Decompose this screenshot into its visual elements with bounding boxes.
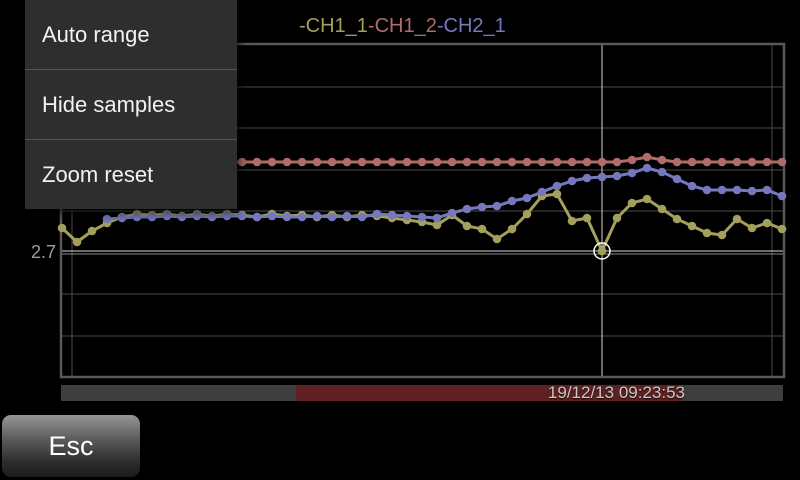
menu-divider [25, 139, 237, 140]
menu-divider [25, 69, 237, 70]
time-scrollbar[interactable] [61, 385, 783, 401]
legend-item-ch1-2: -CH1_2 [367, 15, 437, 37]
chart-legend: -CH1_1-CH1_2-CH2_1 [299, 15, 506, 37]
y-axis-tick-label: 2.7 [30, 242, 56, 262]
cursor-timestamp: 19/12/13 09:23:53 [547, 383, 685, 402]
menu-item-label: Hide samples [42, 91, 176, 117]
esc-button-label: Esc [48, 430, 94, 461]
menu-item-label: Auto range [42, 21, 150, 47]
menu-item-auto-range[interactable]: Auto range [25, 0, 237, 69]
context-menu: Auto range Hide samples Zoom reset [25, 0, 237, 209]
menu-item-hide-samples[interactable]: Hide samples [25, 70, 237, 139]
scrollbar-range-indicator [296, 385, 682, 401]
menu-item-label: Zoom reset [42, 161, 154, 187]
legend-item-ch2-1: -CH2_1 [436, 15, 506, 37]
legend-item-ch1-1: -CH1_1 [299, 15, 368, 37]
menu-item-zoom-reset[interactable]: Zoom reset [25, 140, 237, 209]
esc-button[interactable]: Esc [2, 415, 140, 477]
